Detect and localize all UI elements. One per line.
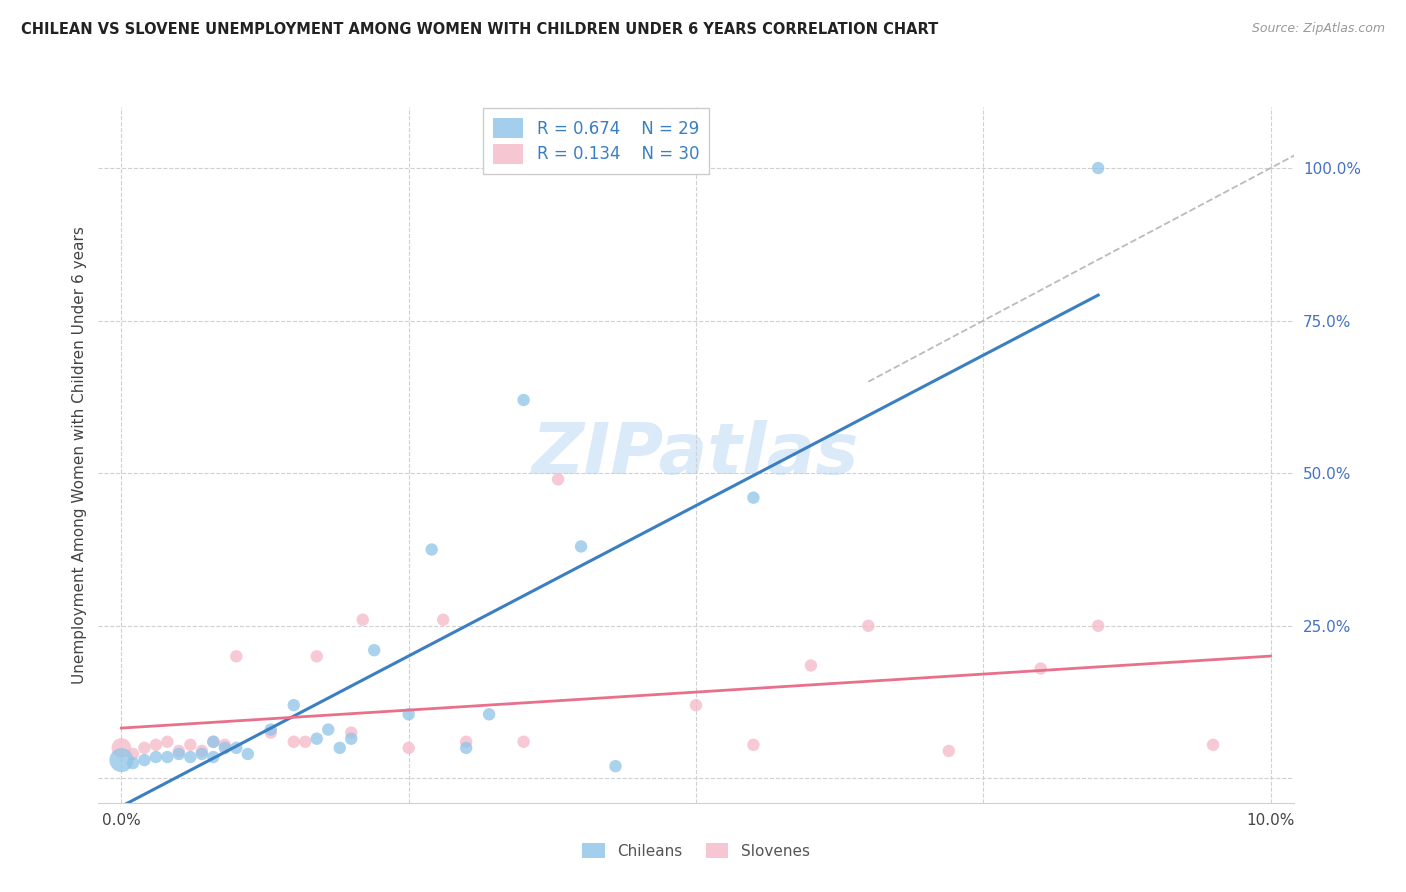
Point: [605, 759, 627, 773]
Point: [456, 735, 478, 749]
Point: [685, 698, 707, 713]
Point: [225, 649, 247, 664]
Point: [1087, 161, 1109, 175]
Point: [156, 750, 179, 764]
Point: [329, 740, 352, 755]
Point: [569, 540, 592, 554]
Text: CHILEAN VS SLOVENE UNEMPLOYMENT AMONG WOMEN WITH CHILDREN UNDER 6 YEARS CORRELAT: CHILEAN VS SLOVENE UNEMPLOYMENT AMONG WO…: [21, 22, 938, 37]
Point: [167, 744, 190, 758]
Point: [432, 613, 454, 627]
Point: [742, 491, 765, 505]
Point: [283, 735, 305, 749]
Point: [547, 472, 569, 486]
Point: [478, 707, 501, 722]
Point: [122, 756, 145, 771]
Point: [179, 750, 201, 764]
Point: [202, 735, 225, 749]
Point: [1029, 661, 1052, 675]
Point: [225, 740, 247, 755]
Legend: Chileans, Slovenes: Chileans, Slovenes: [576, 837, 815, 864]
Point: [145, 750, 167, 764]
Point: [340, 731, 363, 746]
Point: [145, 738, 167, 752]
Point: [512, 392, 534, 407]
Point: [134, 753, 156, 767]
Point: [742, 738, 765, 752]
Point: [110, 740, 132, 755]
Text: Source: ZipAtlas.com: Source: ZipAtlas.com: [1251, 22, 1385, 36]
Point: [363, 643, 385, 657]
Point: [191, 747, 214, 761]
Point: [156, 735, 179, 749]
Point: [398, 740, 420, 755]
Point: [340, 725, 363, 739]
Point: [179, 738, 201, 752]
Point: [294, 735, 316, 749]
Point: [305, 649, 328, 664]
Point: [110, 753, 132, 767]
Point: [202, 735, 225, 749]
Point: [191, 744, 214, 758]
Y-axis label: Unemployment Among Women with Children Under 6 years: Unemployment Among Women with Children U…: [72, 226, 87, 684]
Point: [260, 723, 283, 737]
Point: [202, 750, 225, 764]
Point: [1087, 619, 1109, 633]
Point: [512, 735, 534, 749]
Point: [260, 725, 283, 739]
Point: [1202, 738, 1225, 752]
Point: [456, 740, 478, 755]
Text: ZIPatlas: ZIPatlas: [533, 420, 859, 490]
Point: [122, 747, 145, 761]
Point: [236, 747, 259, 761]
Point: [938, 744, 960, 758]
Point: [305, 731, 328, 746]
Point: [420, 542, 443, 557]
Point: [398, 707, 420, 722]
Point: [352, 613, 374, 627]
Point: [134, 740, 156, 755]
Point: [858, 619, 880, 633]
Point: [316, 723, 339, 737]
Point: [283, 698, 305, 713]
Point: [800, 658, 823, 673]
Point: [214, 740, 236, 755]
Point: [167, 747, 190, 761]
Point: [214, 738, 236, 752]
